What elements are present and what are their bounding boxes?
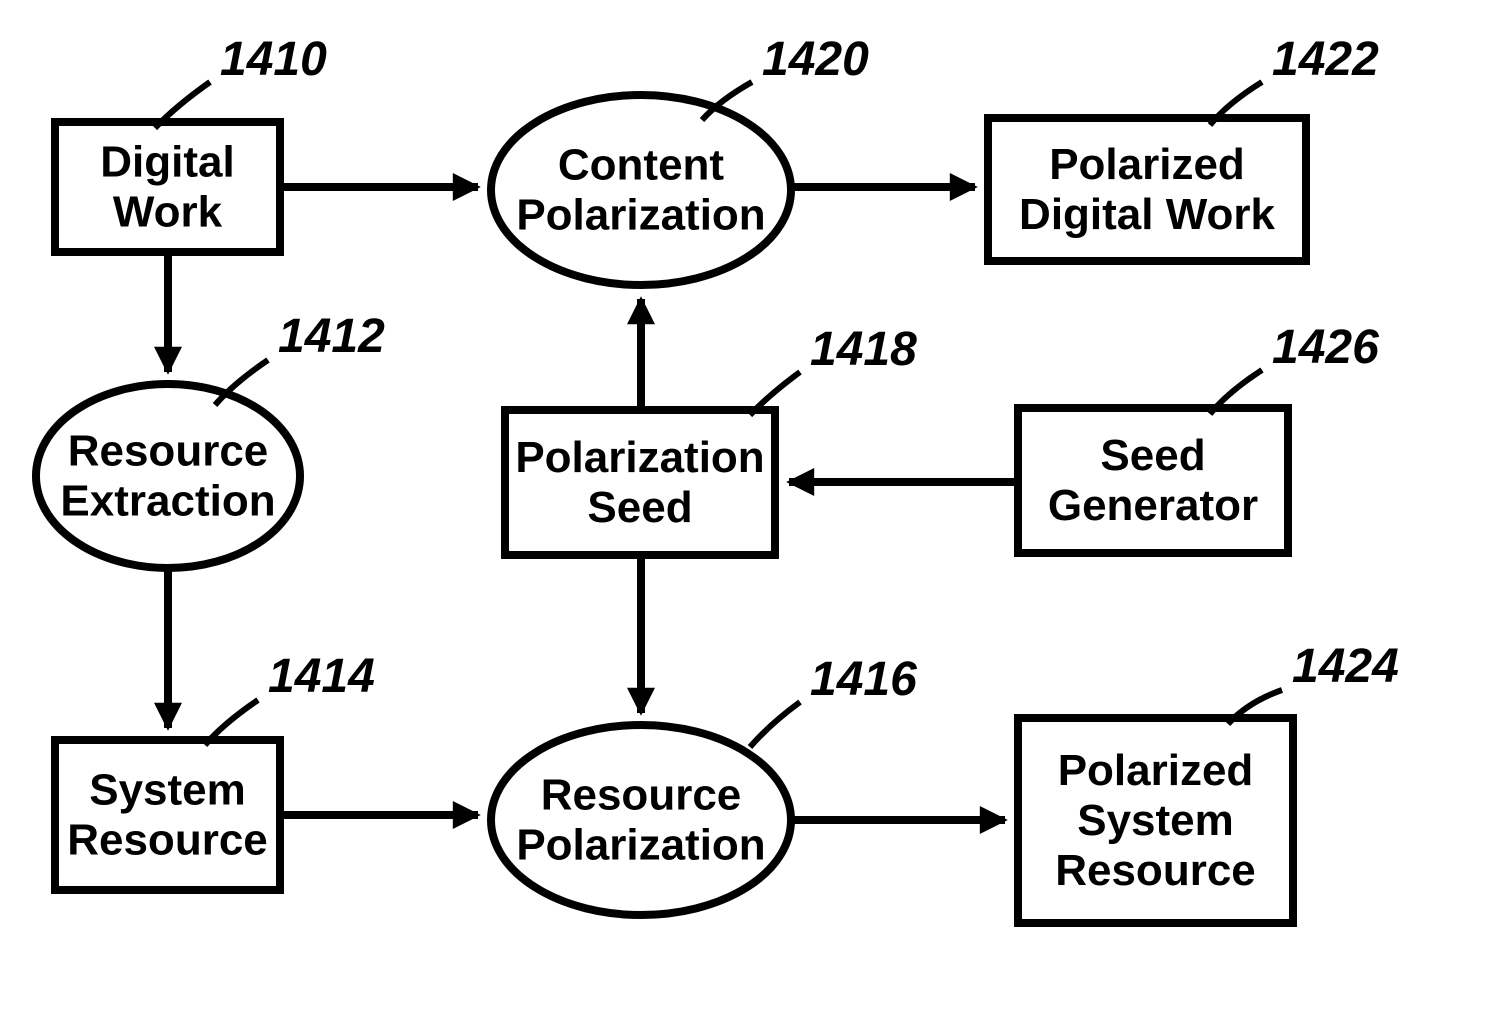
label-1424: 1424 [1292, 640, 1399, 693]
node-polarized_system_resource-line1: System [1077, 796, 1234, 845]
node-system_resource-line0: System [89, 766, 246, 815]
node-resource_polarization-line0: Resource [541, 771, 742, 820]
node-polarized_system_resource-line2: Resource [1055, 846, 1256, 895]
label-leader-1416 [750, 702, 800, 747]
node-digital_work-line0: Digital [100, 138, 234, 187]
label-1420: 1420 [762, 33, 869, 86]
node-content_polarization-line1: Polarization [516, 191, 765, 240]
node-content_polarization: ContentPolarization [491, 95, 791, 285]
node-resource_extraction-line0: Resource [68, 427, 269, 476]
node-digital_work: DigitalWork [55, 122, 280, 252]
node-polarized_digital_work-line1: Digital Work [1019, 190, 1275, 239]
node-resource_extraction: ResourceExtraction [36, 384, 300, 568]
node-polarization_seed-line0: Polarization [515, 433, 764, 482]
node-polarized_digital_work-line0: Polarized [1049, 140, 1245, 189]
node-resource_polarization-line1: Polarization [516, 821, 765, 870]
label-1412: 1412 [278, 310, 385, 363]
node-resource_polarization: ResourcePolarization [491, 725, 791, 915]
node-seed_generator: SeedGenerator [1018, 408, 1288, 553]
node-digital_work-line1: Work [113, 188, 223, 237]
label-1418: 1418 [810, 323, 917, 376]
flowchart-diagram: DigitalWorkResourceExtractionSystemResou… [0, 0, 1492, 1029]
nodes-layer: DigitalWorkResourceExtractionSystemResou… [36, 95, 1306, 923]
label-1414: 1414 [268, 650, 375, 703]
label-1426: 1426 [1272, 321, 1379, 374]
node-resource_extraction-line1: Extraction [60, 477, 275, 526]
label-1416: 1416 [810, 653, 917, 706]
node-polarized_digital_work: PolarizedDigital Work [988, 118, 1306, 261]
node-polarized_system_resource: PolarizedSystemResource [1018, 718, 1293, 923]
node-polarization_seed: PolarizationSeed [505, 410, 775, 555]
node-system_resource: SystemResource [55, 740, 280, 890]
node-content_polarization-line0: Content [558, 141, 725, 190]
node-seed_generator-line0: Seed [1100, 431, 1205, 480]
node-polarized_system_resource-line0: Polarized [1058, 746, 1254, 795]
node-system_resource-line1: Resource [67, 816, 268, 865]
label-1422: 1422 [1272, 33, 1379, 86]
node-seed_generator-line1: Generator [1048, 481, 1258, 530]
label-1410: 1410 [220, 33, 327, 86]
node-polarization_seed-line1: Seed [587, 483, 692, 532]
